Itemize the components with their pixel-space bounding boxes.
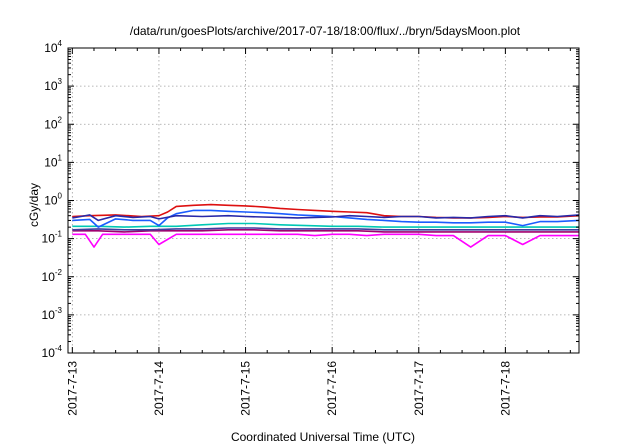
- x-tick-label: 2017-7-17: [412, 361, 426, 416]
- series-line-5: [72, 209, 580, 228]
- x-tick-labels: 2017-7-13 2017-7-14 2017-7-15 2017-7-16 2017…: [65, 361, 512, 416]
- x-tick-label: 2017-7-16: [325, 361, 339, 416]
- x-axis-title: Coordinated Universal Time (UTC): [231, 430, 415, 444]
- y-tick-label: 100: [44, 192, 62, 208]
- y-tick-label: 10-4: [42, 344, 63, 360]
- plot-frame: [67, 47, 580, 354]
- y-tick-label: 101: [44, 153, 62, 169]
- chart-title: /data/run/goesPlots/archive/2017-07-18/1…: [130, 24, 521, 38]
- series-line-3: [72, 227, 579, 231]
- series-line-4: [72, 222, 579, 228]
- y-tick-label: 10-2: [42, 268, 63, 284]
- series-line-6: [72, 203, 580, 219]
- series-line-1: [72, 233, 579, 248]
- x-tick-label: 2017-7-13: [65, 361, 79, 416]
- y-tick-label: 104: [44, 39, 62, 55]
- series-line-2: [72, 229, 579, 233]
- y-tick-label: 10-3: [42, 306, 63, 322]
- grid: [68, 48, 579, 353]
- y-tick-label: 103: [44, 77, 62, 93]
- x-tick-label: 2017-7-14: [152, 361, 166, 416]
- series-line-7: [72, 214, 580, 222]
- y-tick-labels: 10-4 10-3 10-2 10-1 100 101 102 103 104: [42, 39, 63, 360]
- y-tick-label: 10-1: [42, 230, 63, 246]
- y-tick-label: 102: [44, 115, 62, 131]
- series-layer: [72, 203, 580, 248]
- x-tick-label: 2017-7-15: [239, 361, 253, 416]
- y-axis-title: cGy/day: [27, 183, 41, 227]
- x-tick-label: 2017-7-18: [498, 361, 512, 416]
